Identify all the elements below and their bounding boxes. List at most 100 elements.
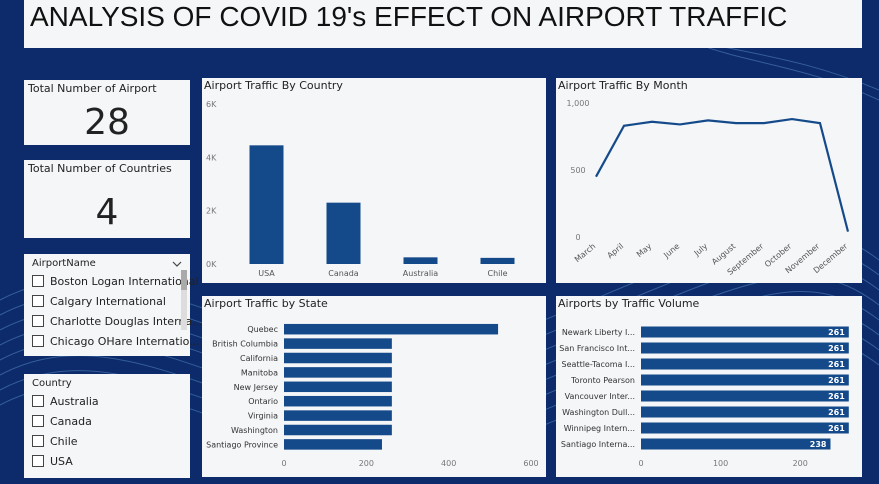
y-tick-label: Toronto Pearson xyxy=(570,376,635,385)
bar xyxy=(480,257,515,264)
y-tick-label: Santiago Province xyxy=(206,440,278,449)
y-tick-label: Manitoba xyxy=(241,368,278,377)
data-label: 261 xyxy=(828,408,845,417)
chart-title: Airport Traffic by State xyxy=(204,297,328,310)
bar xyxy=(641,342,849,354)
bar xyxy=(284,323,499,335)
scrollbar-thumb[interactable] xyxy=(181,270,187,290)
x-tick-label: May xyxy=(635,241,654,259)
checkbox[interactable] xyxy=(32,455,44,467)
bar xyxy=(284,424,392,436)
bar xyxy=(284,352,392,364)
traffic-by-country-chart[interactable]: Airport Traffic By Country 0K 2K 4K 6K USA Ca… xyxy=(202,78,546,283)
data-label: 261 xyxy=(828,328,845,337)
y-tick-label: British Columbia xyxy=(212,340,278,349)
x-tick-label: Australia xyxy=(403,269,438,278)
y-tick-label: New Jersey xyxy=(234,383,279,392)
y-tick-label: Seattle-Tacoma I... xyxy=(562,360,635,369)
chart-title: Airport Traffic By Month xyxy=(558,79,688,92)
report-title: ANALYSIS OF COVID 19's EFFECT ON AIRPORT… xyxy=(30,1,788,32)
x-tick-label: April xyxy=(605,242,625,261)
slicer-item[interactable]: Boston Logan International xyxy=(32,272,199,290)
bar xyxy=(284,338,392,349)
country-slicer-header: Country xyxy=(32,378,72,389)
y-tick-label: Quebec xyxy=(247,325,278,334)
total-countries-card: Total Number of Countries 4 xyxy=(24,160,190,238)
report-title-bar: ANALYSIS OF COVID 19's EFFECT ON AIRPORT… xyxy=(24,0,862,48)
bar xyxy=(249,145,284,264)
y-tick-label: Ontario xyxy=(248,397,278,406)
y-tick-label: 0 xyxy=(575,233,580,242)
y-tick-label: Vancouver Inter... xyxy=(565,392,635,401)
x-tick-label: 200 xyxy=(793,459,808,468)
x-tick-label: USA xyxy=(258,269,275,278)
traffic-by-state-chart[interactable]: Airport Traffic by State Quebec British C… xyxy=(202,296,546,477)
x-tick-label: 0 xyxy=(638,459,643,468)
traffic-by-month-chart[interactable]: Airport Traffic By Month 0 500 1,000 March A… xyxy=(556,78,862,283)
slicer-item[interactable]: Chicago OHare Internatio... xyxy=(32,332,200,350)
checkbox[interactable] xyxy=(32,315,44,327)
bar xyxy=(641,438,831,450)
y-tick-label: Washington xyxy=(231,426,278,435)
checkbox[interactable] xyxy=(32,395,44,407)
country-slicer[interactable]: Country Australia Canada Chile USA xyxy=(24,374,190,478)
airport-slicer-header: AirportName xyxy=(32,258,96,269)
slicer-item[interactable]: Canada xyxy=(32,412,92,430)
checkbox[interactable] xyxy=(32,275,44,287)
bar xyxy=(284,395,392,407)
checkbox[interactable] xyxy=(32,415,44,427)
bar xyxy=(326,202,361,264)
x-tick-label: June xyxy=(661,242,681,261)
data-label: 261 xyxy=(828,392,845,401)
airport-name-slicer[interactable]: AirportName Boston Logan International C… xyxy=(24,254,203,356)
country-bar-chart: 0K 2K 4K 6K USA Canada Australia Chile xyxy=(206,100,515,278)
bar xyxy=(284,367,392,378)
y-tick-label: Newark Liberty I... xyxy=(562,328,635,337)
slicer-item[interactable]: USA xyxy=(32,452,73,470)
chart-title: Airports by Traffic Volume xyxy=(558,297,700,310)
y-tick-label: Santiago Interna... xyxy=(561,440,635,449)
bar xyxy=(641,406,849,418)
checkbox[interactable] xyxy=(32,295,44,307)
y-tick-label: California xyxy=(240,354,278,363)
x-tick-label: 200 xyxy=(359,459,374,468)
y-tick-label: 1,000 xyxy=(567,99,590,108)
y-tick-label: San Francisco Int... xyxy=(559,344,635,353)
total-airports-value: 28 xyxy=(84,102,130,143)
bar xyxy=(284,381,392,393)
bar xyxy=(641,422,849,434)
bar xyxy=(641,374,849,386)
chart-title: Airport Traffic By Country xyxy=(204,79,343,92)
bar xyxy=(641,326,849,338)
bar xyxy=(284,439,382,450)
state-bar-chart: Quebec British Columbia California Manitoba… xyxy=(206,323,539,468)
data-label: 261 xyxy=(828,424,845,433)
chevron-down-icon[interactable] xyxy=(172,260,182,268)
checkbox[interactable] xyxy=(32,335,44,347)
data-label: 261 xyxy=(828,360,845,369)
bar xyxy=(403,257,438,264)
y-tick-label: Washington Dull... xyxy=(562,408,635,417)
slicer-scrollbar[interactable] xyxy=(181,270,187,330)
airports-by-volume-chart[interactable]: Airports by Traffic Volume Newark Libert… xyxy=(556,296,862,477)
x-tick-label: March xyxy=(573,242,597,265)
series-line xyxy=(595,117,850,232)
slicer-item[interactable]: Australia xyxy=(32,392,99,410)
x-tick-label: 600 xyxy=(523,459,538,468)
total-airports-label: Total Number of Airport xyxy=(28,82,157,95)
x-tick-label: 100 xyxy=(713,459,728,468)
y-tick-label: 500 xyxy=(570,166,585,175)
checkbox[interactable] xyxy=(32,435,44,447)
total-countries-label: Total Number of Countries xyxy=(28,162,172,175)
y-tick-label: 2K xyxy=(206,207,217,216)
y-tick-label: Winnipeg Intern... xyxy=(564,424,635,433)
x-tick-label: 0 xyxy=(281,459,286,468)
x-tick-label: Canada xyxy=(328,269,359,278)
bar xyxy=(284,410,392,421)
slicer-item[interactable]: Charlotte Douglas Interna... xyxy=(32,312,203,330)
slicer-item[interactable]: Chile xyxy=(32,432,78,450)
x-tick-label: 400 xyxy=(441,459,456,468)
slicer-item[interactable]: Calgary International xyxy=(32,292,166,310)
x-tick-label: July xyxy=(692,241,710,258)
